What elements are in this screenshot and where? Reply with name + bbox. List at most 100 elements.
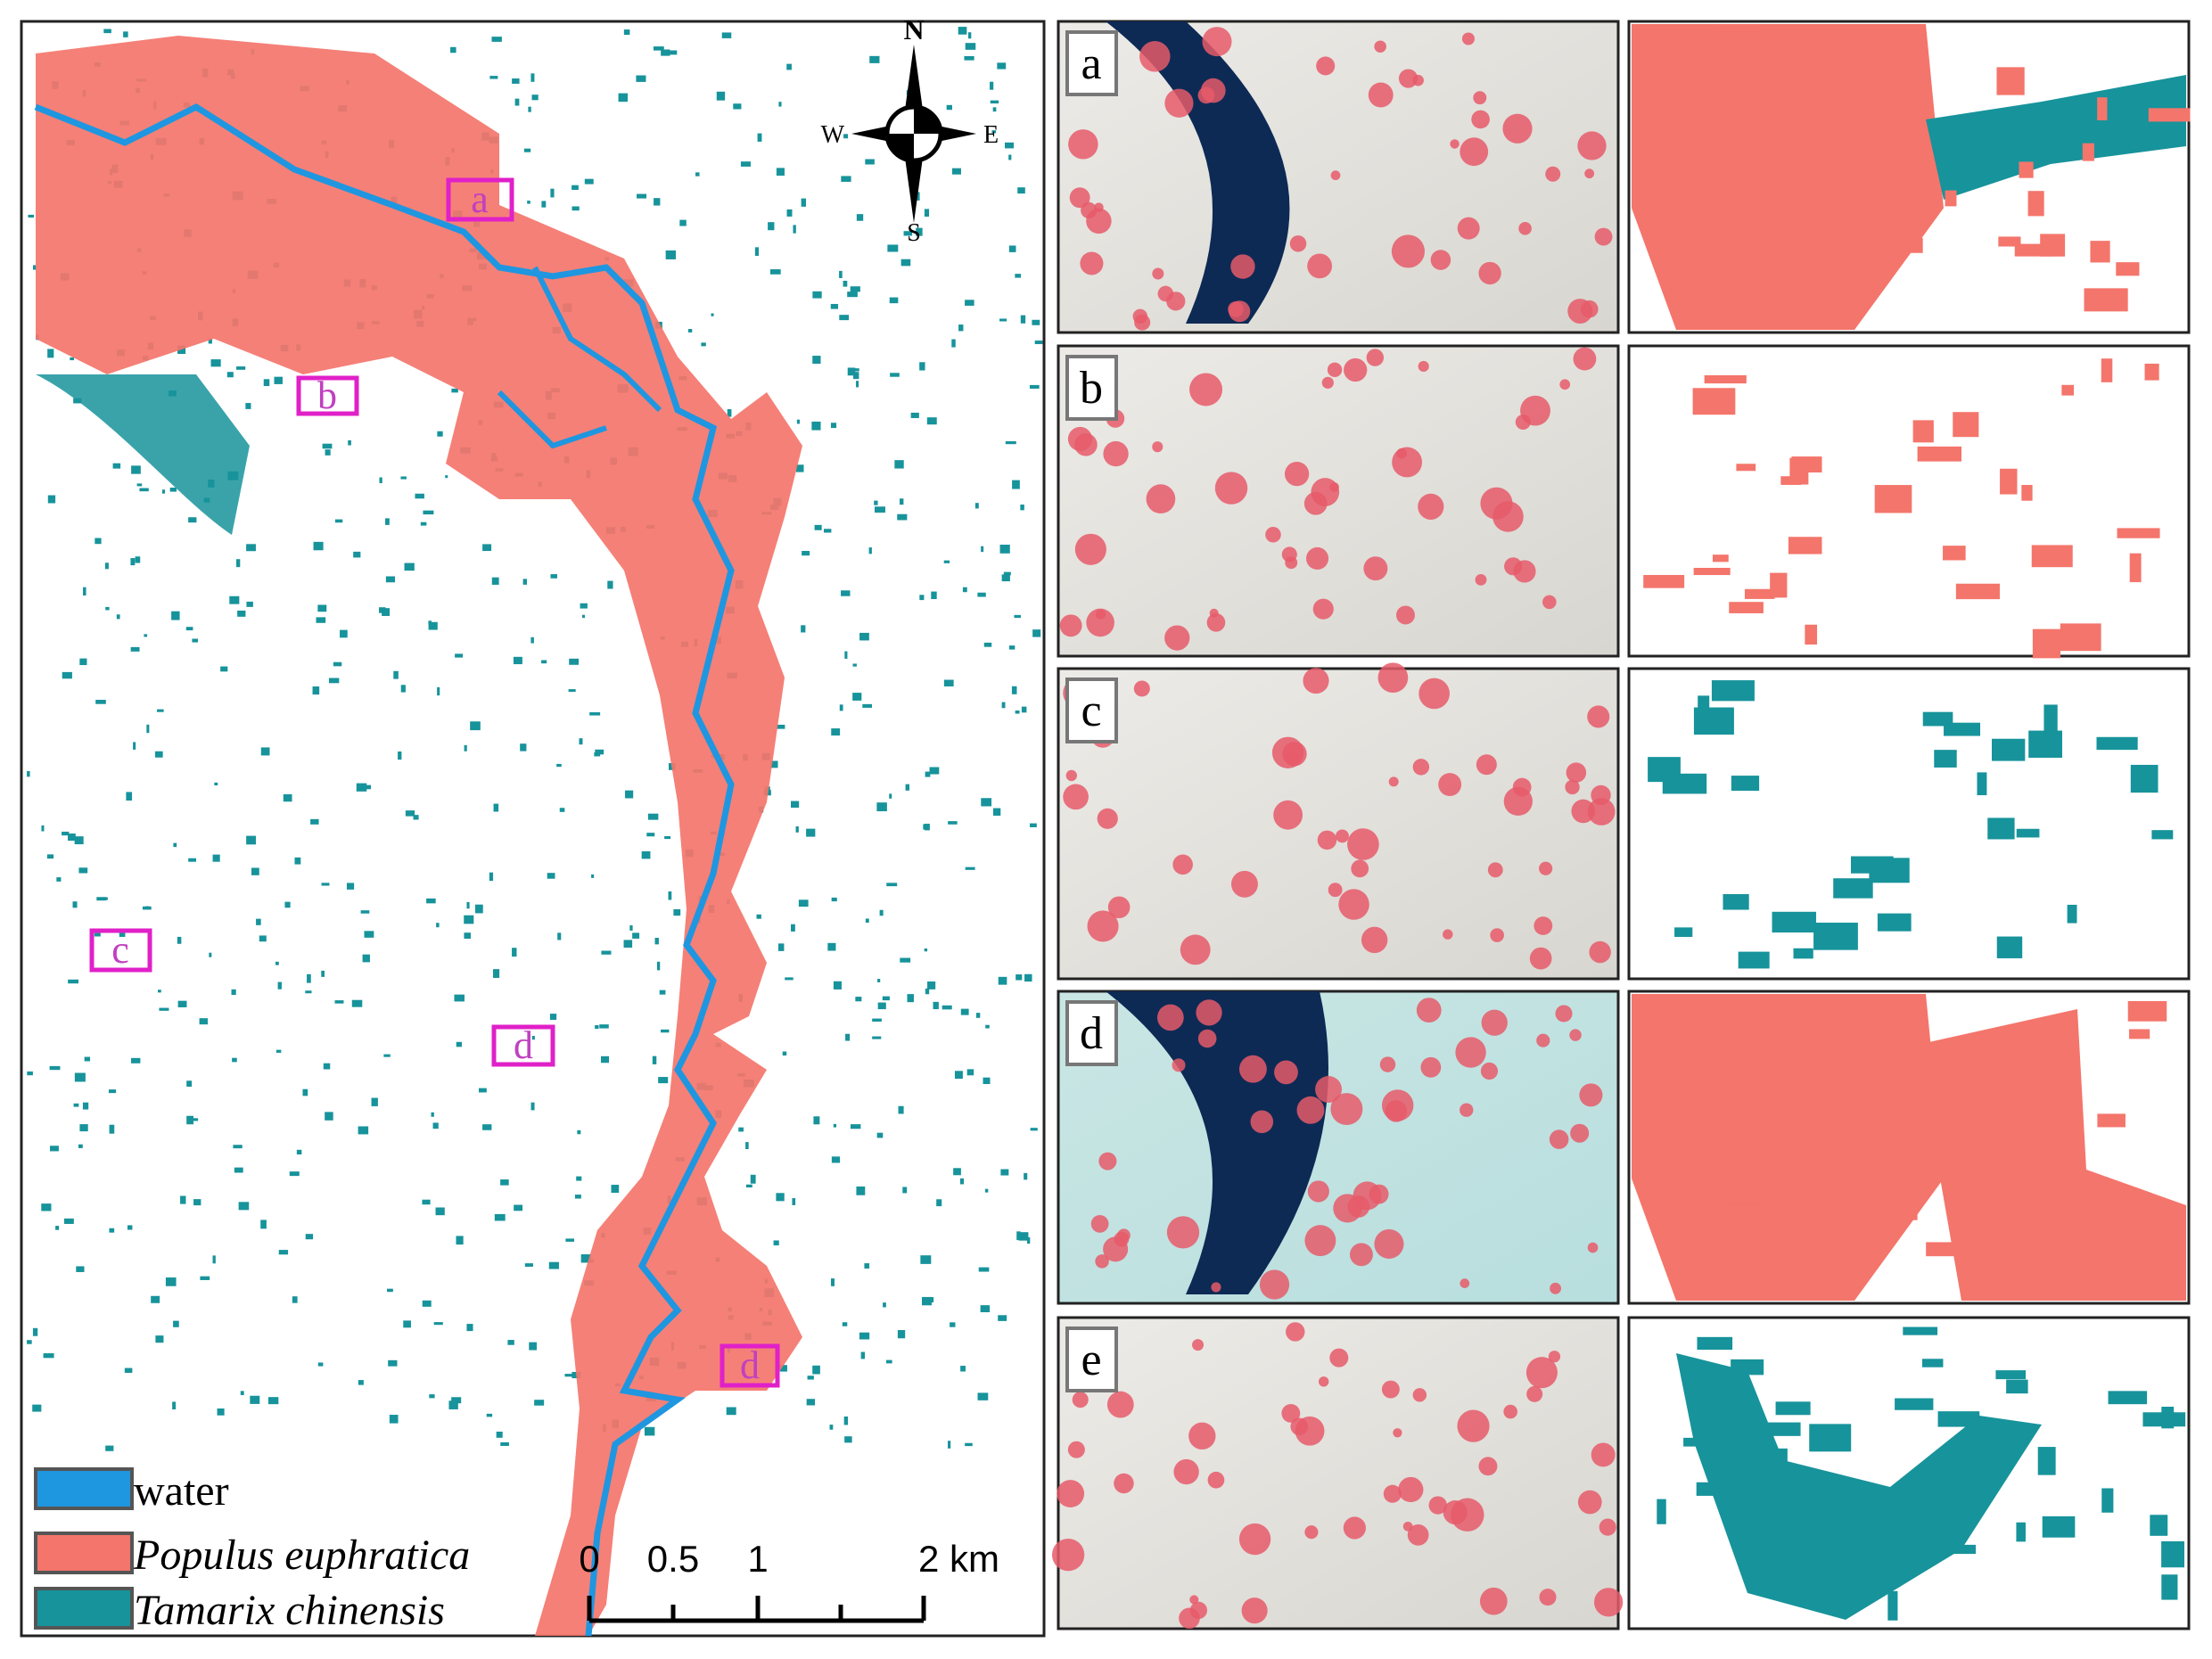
tamarix-speck <box>531 1036 535 1040</box>
tree-crown <box>1274 1060 1298 1085</box>
class-patch <box>1922 711 1953 727</box>
tree-crown <box>1392 447 1423 478</box>
tamarix-speck <box>500 1179 509 1186</box>
tamarix-speck <box>557 932 562 940</box>
tamarix-speck <box>450 46 456 53</box>
class-patch <box>2031 545 2073 568</box>
tamarix-speck <box>547 873 555 879</box>
class-patch <box>2014 243 2053 257</box>
tamarix-speck <box>325 449 331 456</box>
class-patch <box>2006 1379 2028 1394</box>
panel-frame <box>1057 667 1620 981</box>
tamarix-speck <box>385 576 396 583</box>
tamarix-speck <box>208 339 212 344</box>
class-patch <box>1936 1544 1977 1555</box>
tamarix-speck <box>256 918 261 925</box>
tamarix-speck <box>769 760 778 768</box>
tamarix-speck <box>274 376 283 384</box>
compass: N S W E <box>821 13 999 247</box>
tree-crown <box>1296 1096 1325 1124</box>
tree-crown <box>1398 69 1418 88</box>
tree-crown <box>1087 910 1119 942</box>
class-patch <box>1893 1193 1918 1220</box>
tree-crown <box>1238 1523 1271 1556</box>
class-patch <box>1697 1336 1733 1351</box>
tree-crown <box>1548 1351 1561 1363</box>
class-patch <box>1725 1261 1763 1280</box>
class-patch <box>1877 913 1912 932</box>
panel-frame <box>1057 344 1620 658</box>
class-patch <box>1842 1228 1853 1258</box>
tree-crown <box>1487 862 1503 878</box>
tamarix-speck <box>951 168 961 175</box>
tamarix-speck <box>1003 571 1011 576</box>
tamarix-speck <box>1008 245 1016 252</box>
tree-crown <box>1307 253 1333 279</box>
tree-crown <box>1164 88 1194 118</box>
tamarix-speck <box>903 231 913 236</box>
class-patch <box>1692 102 1703 123</box>
tamarix-speck <box>423 510 434 515</box>
tamarix-speck <box>237 610 246 617</box>
tamarix-speck <box>960 1366 966 1372</box>
tree-crown <box>1539 861 1553 875</box>
tree-crown <box>1265 527 1281 543</box>
class-patch <box>2127 1000 2167 1022</box>
tamarix-speck <box>317 1362 324 1367</box>
tree-crown <box>1192 1339 1205 1351</box>
tamarix-speck <box>985 1024 990 1029</box>
class-patch <box>1674 927 1693 937</box>
tamarix-speck <box>898 1105 904 1114</box>
tree-crown <box>1114 1231 1130 1247</box>
tamarix-speck <box>745 1142 749 1150</box>
tamarix-speck <box>130 558 136 566</box>
tamarix-speck <box>232 1057 237 1063</box>
tamarix-speck <box>436 923 440 928</box>
tamarix-speck <box>900 957 911 963</box>
tamarix-speck <box>79 658 87 666</box>
tamarix-speck <box>572 206 580 211</box>
tamarix-speck <box>522 579 528 585</box>
tamarix-speck <box>664 835 671 840</box>
tree-crown <box>1230 254 1255 279</box>
legend-label: Populus euphratica <box>133 1532 470 1579</box>
class-patch <box>2019 161 2034 178</box>
tamarix-speck <box>601 950 612 955</box>
tamarix-speck <box>924 948 928 952</box>
river-branch <box>497 266 662 449</box>
tamarix-speck <box>275 961 279 965</box>
tamarix-speck <box>46 854 54 859</box>
tree-crown <box>1290 1417 1309 1436</box>
tamarix-speck <box>868 547 872 554</box>
tamarix-speck <box>496 1431 503 1438</box>
legend-label: Tamarix chinensis <box>134 1587 445 1634</box>
panel-label-box <box>1065 678 1118 743</box>
tamarix-speck <box>49 1065 61 1071</box>
tamarix-speck <box>68 834 76 842</box>
tree-crown <box>1059 614 1082 637</box>
tamarix-speck <box>889 297 899 304</box>
tamarix-speck <box>641 850 651 859</box>
tamarix-speck <box>629 924 633 931</box>
tamarix-speck <box>656 961 661 971</box>
tamarix-speck <box>486 1413 493 1417</box>
tamarix-speck <box>776 168 785 177</box>
class-patch <box>1921 1359 1944 1367</box>
tamarix-speck <box>363 784 371 790</box>
tree-crown <box>1074 533 1106 565</box>
tree-crown <box>1490 928 1504 942</box>
tamarix-speck <box>786 209 793 217</box>
class-patch <box>1698 695 1710 711</box>
class-patch <box>1927 1135 1937 1150</box>
class-patch <box>2084 288 2128 312</box>
tamarix-speck <box>768 222 775 231</box>
tree-crown <box>1418 360 1429 373</box>
tamarix-speck <box>951 339 956 348</box>
tamarix-speck <box>145 906 150 910</box>
tree-crown <box>1412 759 1430 776</box>
class-patch <box>1711 163 1728 182</box>
tamarix-speck <box>388 1359 398 1367</box>
image-panel: d <box>1057 990 1620 1305</box>
tamarix-speck <box>96 897 107 901</box>
panel-label: b <box>1080 363 1103 414</box>
